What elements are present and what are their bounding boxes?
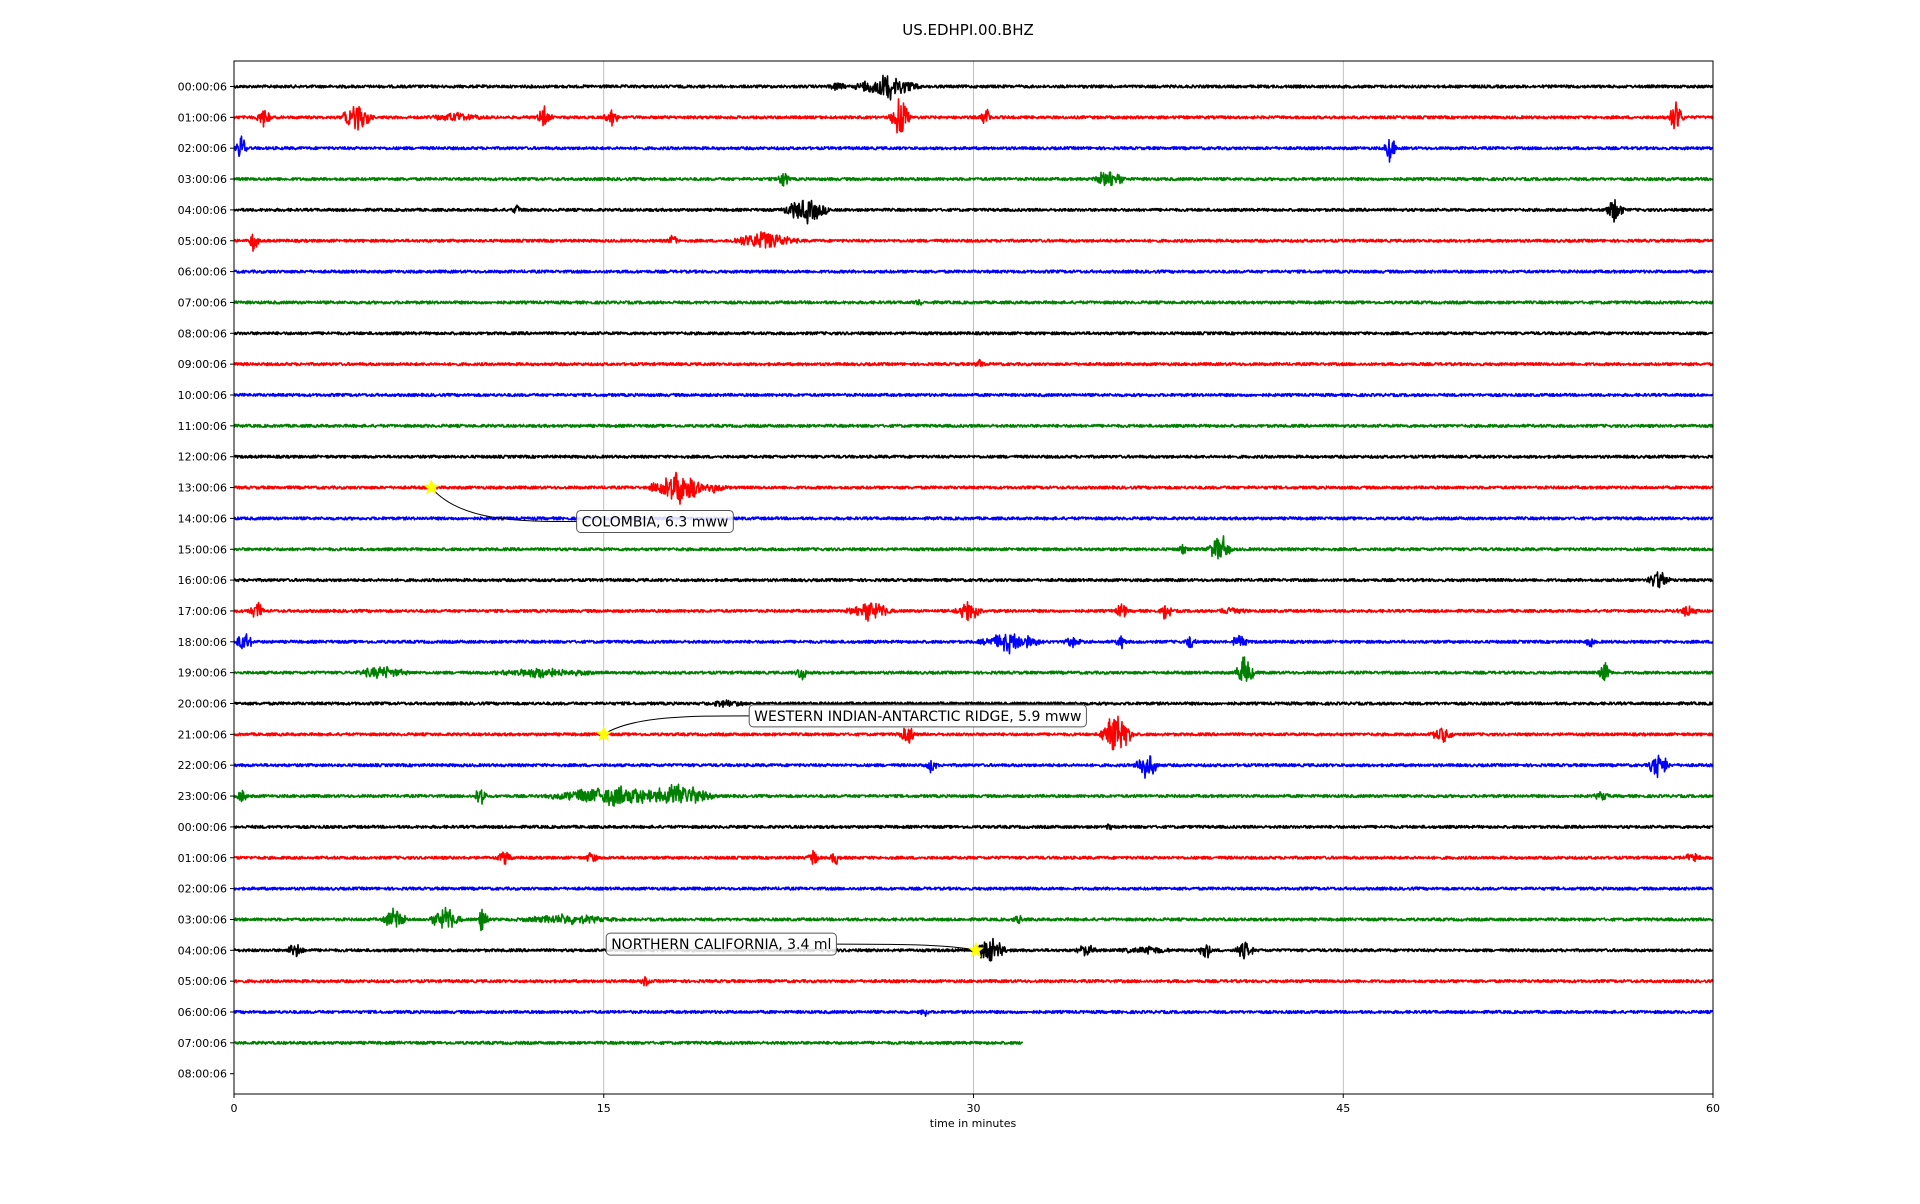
- x-tick-label: 45: [1336, 1102, 1350, 1115]
- trace-line: [233, 823, 1714, 831]
- y-tick-label: 16:00:06: [178, 574, 227, 587]
- y-tick-label: 08:00:06: [178, 1068, 227, 1081]
- event-label: NORTHERN CALIFORNIA, 3.4 ml: [611, 937, 831, 953]
- trace-line: [233, 783, 1714, 807]
- event-label-box: [576, 509, 734, 533]
- x-tick-label: 15: [597, 1102, 611, 1115]
- trace-line: [233, 886, 1714, 891]
- y-tick-label: 22:00:06: [178, 759, 227, 772]
- trace-line: [233, 471, 1714, 505]
- x-tick-label: 60: [1706, 1102, 1720, 1115]
- event-annotation: COLOMBIA, 6.3 mww: [422, 478, 734, 533]
- y-tick-label: 01:00:06: [178, 852, 227, 865]
- trace-line: [233, 699, 1714, 708]
- event-annotation: WESTERN INDIAN-ANTARCTIC RIDGE, 5.9 mww: [595, 704, 1087, 742]
- y-tick-label: 07:00:06: [178, 296, 227, 309]
- trace-line: [233, 74, 1714, 101]
- trace-line: [233, 358, 1714, 367]
- trace-line: [233, 331, 1714, 336]
- y-tick-label: 00:00:06: [178, 81, 227, 94]
- trace-line: [233, 571, 1714, 589]
- trace-line: [233, 135, 1714, 163]
- trace-line: [233, 754, 1714, 779]
- grid-lines: [603, 61, 1344, 1094]
- trace-line: [233, 906, 1714, 932]
- event-annotations: COLOMBIA, 6.3 mww WESTERN INDIAN-ANTARCTI…: [422, 478, 1087, 958]
- y-tick-label: 05:00:06: [178, 975, 227, 988]
- chart-title: US.EDHPI.00.BHZ: [902, 21, 1034, 39]
- y-tick-label: 06:00:06: [178, 1006, 227, 1019]
- trace-line: [233, 976, 1714, 987]
- trace-line: [233, 516, 1714, 521]
- y-axis-ticks: 00:00:06 01:00:06 02:00:06 03:00:06 04:00:06…: [178, 81, 234, 1081]
- event-connector: [836, 943, 977, 951]
- x-tick-label: 30: [967, 1102, 981, 1115]
- y-tick-label: 19:00:06: [178, 667, 227, 680]
- y-tick-label: 23:00:06: [178, 790, 227, 803]
- y-tick-label: 03:00:06: [178, 913, 227, 926]
- y-tick-label: 21:00:06: [178, 728, 227, 741]
- event-annotation: NORTHERN CALIFORNIA, 3.4 ml: [605, 932, 985, 958]
- trace-line: [233, 1040, 1024, 1045]
- y-tick-label: 10:00:06: [178, 389, 227, 402]
- y-tick-label: 14:00:06: [178, 512, 227, 525]
- trace-line: [233, 231, 1714, 252]
- y-tick-label: 02:00:06: [178, 142, 227, 155]
- trace-line: [233, 1009, 1714, 1017]
- event-label-box: [605, 932, 837, 956]
- x-axis-ticks: 0 15 30 45 60: [231, 1094, 1720, 1115]
- y-tick-label: 09:00:06: [178, 358, 227, 371]
- trace-line: [233, 535, 1714, 560]
- y-tick-label: 02:00:06: [178, 883, 227, 896]
- trace-line: [233, 656, 1714, 682]
- trace-line: [233, 98, 1714, 134]
- trace-line: [233, 633, 1714, 655]
- trace-line: [233, 171, 1714, 187]
- y-tick-label: 15:00:06: [178, 543, 227, 556]
- event-label: WESTERN INDIAN-ANTARCTIC RIDGE, 5.9 mww: [754, 709, 1081, 725]
- y-tick-label: 11:00:06: [178, 420, 227, 433]
- trace-line: [233, 298, 1714, 306]
- event-label: COLOMBIA, 6.3 mww: [582, 514, 729, 530]
- y-tick-label: 07:00:06: [178, 1037, 227, 1050]
- event-star-marker: [422, 478, 440, 495]
- x-axis-label: time in minutes: [930, 1117, 1017, 1130]
- y-tick-label: 00:00:06: [178, 821, 227, 834]
- trace-line: [233, 601, 1714, 622]
- y-tick-label: 20:00:06: [178, 698, 227, 711]
- trace-line: [233, 849, 1714, 865]
- y-tick-label: 12:00:06: [178, 451, 227, 464]
- y-tick-label: 04:00:06: [178, 944, 227, 957]
- event-star-marker: [595, 725, 613, 742]
- trace-line: [233, 423, 1714, 428]
- trace-line: [233, 715, 1714, 751]
- y-tick-label: 13:00:06: [178, 482, 227, 495]
- event-label-box: [748, 704, 1087, 728]
- y-tick-label: 17:00:06: [178, 605, 227, 618]
- y-tick-label: 04:00:06: [178, 204, 227, 217]
- y-tick-label: 03:00:06: [178, 173, 227, 186]
- event-connector: [603, 715, 750, 735]
- x-tick-label: 0: [231, 1102, 238, 1115]
- y-tick-label: 05:00:06: [178, 235, 227, 248]
- trace-line: [233, 269, 1714, 274]
- trace-line: [233, 199, 1714, 225]
- trace-line: [233, 392, 1714, 398]
- seismic-traces: [233, 74, 1714, 1045]
- y-tick-label: 18:00:06: [178, 636, 227, 649]
- event-star-marker: [967, 941, 985, 958]
- y-tick-label: 08:00:06: [178, 327, 227, 340]
- trace-line: [233, 454, 1714, 459]
- y-tick-label: 01:00:06: [178, 111, 227, 124]
- y-tick-label: 06:00:06: [178, 266, 227, 279]
- event-connector: [430, 487, 577, 522]
